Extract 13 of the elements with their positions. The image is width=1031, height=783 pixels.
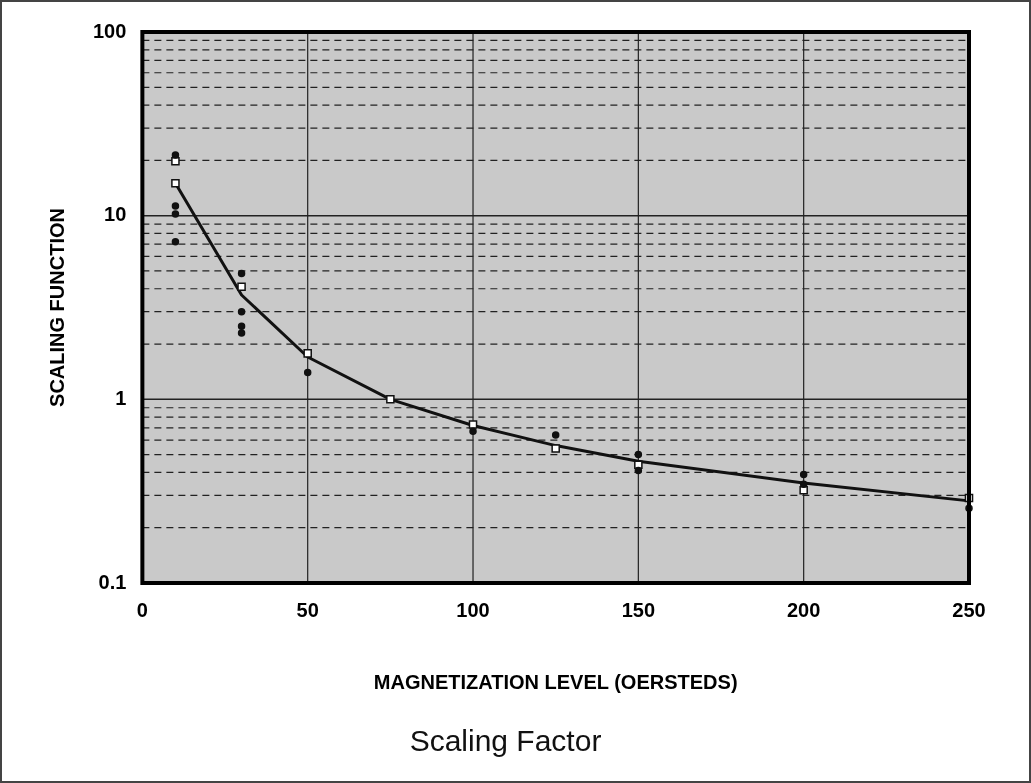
y-axis-title: SCALING FUNCTION [45,208,68,407]
x-tick-label: 50 [296,598,319,621]
y-tick-label: 1 [115,386,127,409]
text: Scaling Factor [409,724,602,758]
x-axis-title: MAGNETIZATION LEVEL (OERSTEDS) [373,670,738,693]
x-tick-label: 200 [786,598,821,621]
y-tick-label: 10 [104,203,127,226]
x-tick-label: 150 [621,598,656,621]
x-tick-label: 0 [136,598,148,621]
x-tick-label: 250 [952,598,986,621]
y-tick-label: 100 [92,19,127,42]
x-tick-label: 100 [456,598,490,621]
y-tick-label: 0.1 [98,570,127,593]
